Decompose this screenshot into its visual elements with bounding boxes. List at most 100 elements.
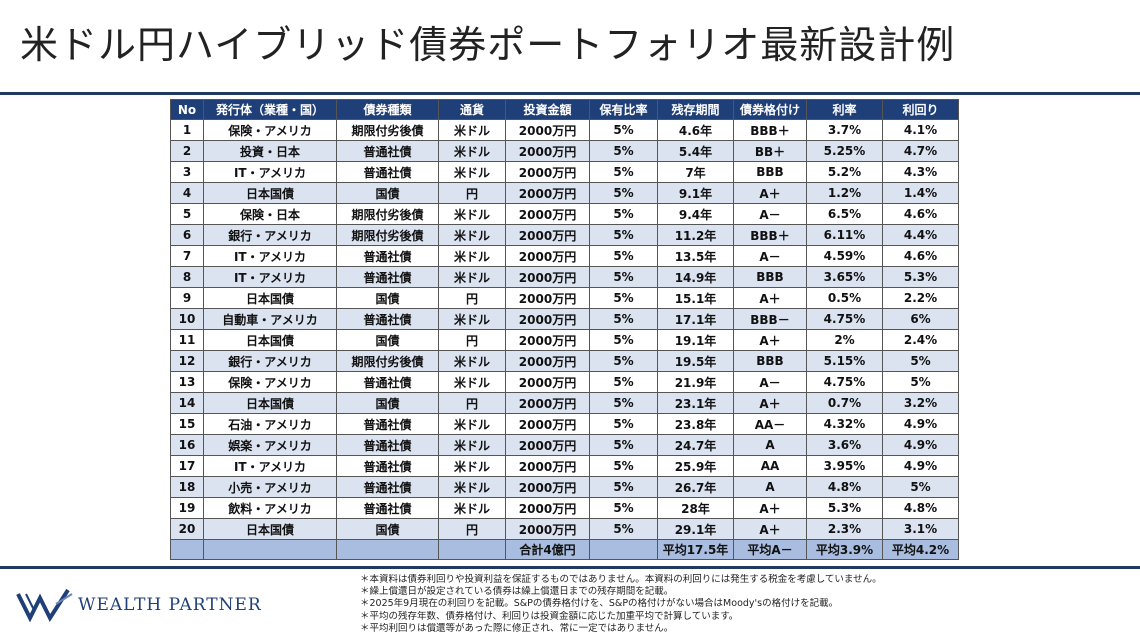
table-cell: 4.4%	[882, 224, 959, 246]
table-cell: 米ドル	[438, 266, 506, 288]
table-cell: 期限付劣後債	[336, 224, 439, 246]
table-cell: 2000万円	[505, 350, 590, 372]
table-cell: 2000万円	[505, 182, 590, 204]
table-cell: 2.3%	[806, 518, 883, 540]
table-cell: 6.11%	[806, 224, 883, 246]
table-row: 3 IT・アメリカ 普通社債 米ドル 2000万円 5% 7年 BBB 5.2% 4.3%	[170, 161, 959, 183]
table-cell: 銀行・アメリカ	[203, 224, 337, 246]
table-cell: 日本国債	[203, 329, 337, 351]
table-cell: 9	[170, 287, 204, 309]
table-cell: 普通社債	[336, 434, 439, 456]
summary-cell	[170, 539, 204, 560]
table-cell: 普通社債	[336, 413, 439, 435]
table-row: 2 投資・日本 普通社債 米ドル 2000万円 5% 5.4年 BB＋ 5.25% 4.7%	[170, 140, 959, 162]
table-cell: 普通社債	[336, 455, 439, 477]
table-cell: 4.9%	[882, 455, 959, 477]
table-cell: 米ドル	[438, 350, 506, 372]
table-cell: 3.7%	[806, 119, 883, 141]
table-cell: 米ドル	[438, 140, 506, 162]
table-cell: A＋	[733, 329, 807, 351]
table-cell: 18	[170, 476, 204, 498]
table-cell: 2000万円	[505, 224, 590, 246]
table-cell: 9.4年	[657, 203, 734, 225]
table-cell: 2.4%	[882, 329, 959, 351]
table-cell: 2000万円	[505, 140, 590, 162]
table-cell: 5%	[589, 245, 658, 267]
table-cell: 米ドル	[438, 497, 506, 519]
table-cell: 5%	[589, 518, 658, 540]
wealth-partner-logo-icon	[16, 588, 73, 622]
table-cell: 29.1年	[657, 518, 734, 540]
summary-cell: 平均A－	[733, 539, 807, 560]
table-cell: 円	[438, 392, 506, 414]
table-cell: 保険・アメリカ	[203, 119, 337, 141]
footnote: ＊平均の残存年数、債券格付け、利回りは投資金額に応じた加重平均で計算しています。	[360, 610, 739, 622]
table-cell: 2000万円	[505, 329, 590, 351]
table-cell: 3.6%	[806, 434, 883, 456]
table-row: 9 日本国債 国債円 2000万円 5% 15.1年 A＋ 0.5% 2.2%	[170, 287, 959, 309]
table-cell: A＋	[733, 287, 807, 309]
table-cell: BBB－	[733, 308, 807, 330]
table-cell: 4.59%	[806, 245, 883, 267]
table-cell: 12	[170, 350, 204, 372]
table-cell: 米ドル	[438, 434, 506, 456]
summary-cell: 合計4億円	[505, 539, 590, 560]
table-cell: 期限付劣後債	[336, 203, 439, 225]
table-cell: 米ドル	[438, 161, 506, 183]
column-header: 利回り	[882, 99, 959, 120]
table-cell: 米ドル	[438, 413, 506, 435]
table-cell: 米ドル	[438, 476, 506, 498]
table-cell: 2000万円	[505, 371, 590, 393]
table-cell: 国債	[336, 329, 439, 351]
table-cell: 9.1年	[657, 182, 734, 204]
table-cell: 普通社債	[336, 476, 439, 498]
table-cell: 5.2%	[806, 161, 883, 183]
table-cell: 2000万円	[505, 119, 590, 141]
table-cell: IT・アメリカ	[203, 161, 337, 183]
table-row: 15 石油・アメリカ 普通社債 米ドル 2000万円 5% 23.8年 AA－ 4.32% 4.9…	[170, 413, 959, 435]
page-title: 米ドル円ハイブリッド債券ポートフォリオ最新設計例	[20, 23, 956, 67]
table-cell: 24.7年	[657, 434, 734, 456]
table-cell: BBB＋	[733, 224, 807, 246]
table-cell: 4.3%	[882, 161, 959, 183]
table-cell: 2000万円	[505, 161, 590, 183]
table-cell: 2000万円	[505, 203, 590, 225]
table-cell: 5%	[589, 119, 658, 141]
table-cell: 2000万円	[505, 434, 590, 456]
table-row: 13 保険・アメリカ 普通社債 米ドル 2000万円 5% 21.9年 A－ 4.75% 5%	[170, 371, 959, 393]
table-cell: 2%	[806, 329, 883, 351]
table-cell: 3.65%	[806, 266, 883, 288]
table-cell: 日本国債	[203, 182, 337, 204]
table-cell: 5.4年	[657, 140, 734, 162]
table-cell: 5%	[589, 308, 658, 330]
table-cell: 2	[170, 140, 204, 162]
table-cell: 2000万円	[505, 392, 590, 414]
table-cell: 2000万円	[505, 245, 590, 267]
table-cell: 6	[170, 224, 204, 246]
table-cell: 7年	[657, 161, 734, 183]
table-cell: 5%	[589, 182, 658, 204]
table-cell: 10	[170, 308, 204, 330]
summary-cell: 平均17.5年	[657, 539, 734, 560]
table-cell: 普通社債	[336, 266, 439, 288]
table-row: 4 日本国債 国債円 2000万円 5% 9.1年 A＋ 1.2% 1.4%	[170, 182, 959, 204]
table-cell: 5%	[882, 350, 959, 372]
column-header: 債券種類	[336, 99, 439, 120]
footnote: ＊平均利回りは償還等があった際に修正され、常に一定ではありません。	[360, 622, 674, 634]
table-cell: 1.4%	[882, 182, 959, 204]
column-header: 通貨	[438, 99, 506, 120]
summary-cell	[438, 539, 506, 560]
table-cell: 保険・日本	[203, 203, 337, 225]
table-cell: 国債	[336, 392, 439, 414]
summary-cell: 平均4.2%	[882, 539, 959, 560]
table-cell: 4.75%	[806, 371, 883, 393]
table-cell: A	[733, 434, 807, 456]
table-cell: 4.8%	[882, 497, 959, 519]
table-cell: A－	[733, 245, 807, 267]
summary-cell: 平均3.9%	[806, 539, 883, 560]
table-cell: 15.1年	[657, 287, 734, 309]
table-cell: 5.3%	[806, 497, 883, 519]
table-cell: 国債	[336, 182, 439, 204]
table-cell: 5%	[589, 203, 658, 225]
table-cell: 自動車・アメリカ	[203, 308, 337, 330]
